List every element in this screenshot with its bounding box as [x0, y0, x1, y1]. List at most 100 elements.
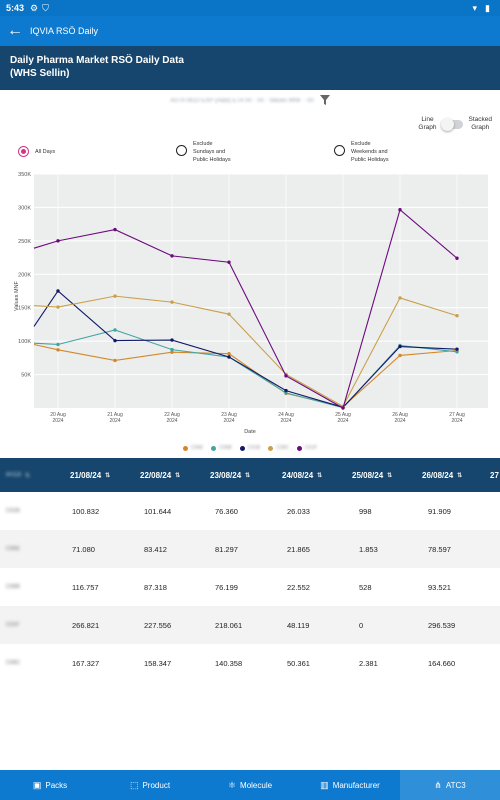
table-cell: 1.853 [359, 544, 378, 554]
filter-icon[interactable] [319, 95, 330, 107]
sort-icon: ⇅ [245, 472, 251, 479]
table-cell: 100.832 [72, 506, 100, 516]
legend-item[interactable]: C09C [268, 445, 289, 451]
table-row[interactable]: C06B 116.757 87.318 76.199 22.552 528 93… [0, 568, 500, 606]
data-point [227, 355, 231, 359]
data-point [170, 300, 174, 304]
packs-icon: ▣ [32, 779, 42, 790]
nav-atc3[interactable]: ⋔ ATC3 [400, 770, 500, 800]
table-row[interactable]: C09C 167.327 158.347 140.358 50.361 2.38… [0, 644, 500, 682]
x-axis-title: Date [244, 429, 256, 435]
data-point [56, 305, 60, 309]
table-cell: 528 [359, 582, 372, 592]
table-header-atc3[interactable]: ATC3 ⇅ [6, 472, 30, 479]
table-cell: 22.552 [287, 582, 310, 592]
atc-tree-icon: ⋔ [434, 779, 442, 790]
data-point [398, 208, 402, 212]
data-point [284, 388, 288, 393]
x-tick-label: 27 Aug [449, 412, 465, 418]
x-tick-label: 26 Aug [392, 412, 408, 418]
table-header-date[interactable]: 23/08/24 ⇅ [210, 470, 251, 480]
filter-summary: A07A 0610 EXP (A&B) ETA 00 · 00 · Values… [170, 98, 314, 104]
x-tick-label: 24 Aug [278, 412, 294, 418]
table-cell: 87.318 [144, 582, 167, 592]
table-row[interactable]: C01B 100.832 101.644 76.360 26.033 998 9… [0, 492, 500, 530]
legend-item[interactable]: C01F [297, 445, 317, 451]
table-cell: 266.821 [72, 620, 100, 630]
radio-exclude-weekends[interactable]: Exclude Weekends and Public Holidays [334, 140, 389, 164]
data-point [170, 350, 174, 354]
table-header-date[interactable]: 25/08/24 ⇅ [352, 470, 393, 480]
nav-product[interactable]: ⬚ Product [129, 779, 171, 790]
data-point [113, 294, 117, 298]
table-cell: 101.644 [144, 506, 172, 516]
legend-label: C01F [305, 445, 318, 451]
y-tick-label: 200K [18, 272, 31, 278]
table-cell: 998 [359, 506, 372, 516]
table-header-date[interactable]: 24/08/24 ⇅ [282, 470, 323, 480]
data-point [170, 347, 174, 352]
radio-exclude-sundays[interactable]: Exclude Sundays and Public Holidays [176, 140, 231, 164]
table-cell: 71.080 [72, 544, 95, 554]
table-body: C01B 100.832 101.644 76.360 26.033 998 9… [0, 492, 500, 740]
x-tick-label: 20 Aug [50, 412, 66, 418]
table-header-date[interactable]: 21/08/24 ⇅ [70, 470, 111, 480]
building-icon: ▥ [320, 779, 329, 790]
legend-label: C06B [219, 445, 232, 451]
nav-packs[interactable]: ▣ Packs [32, 779, 68, 790]
nav-molecule[interactable]: ⚛ Molecule [227, 779, 273, 790]
table-cell: 26.033 [287, 506, 310, 516]
sort-icon: ⇅ [24, 472, 30, 479]
sort-icon: ⇅ [175, 472, 181, 479]
table-cell: 0 [359, 620, 364, 630]
table-cell: 78.597 [428, 544, 451, 554]
legend-item[interactable]: C06E [182, 445, 203, 451]
data-point [227, 312, 231, 316]
legend-swatch [297, 445, 303, 451]
data-point [56, 348, 60, 352]
x-tick-label: 2024 [166, 418, 177, 424]
molecule-icon: ⚛ [227, 779, 237, 790]
x-tick-label: 21 Aug [107, 412, 123, 418]
nav-manufacturer[interactable]: ▥ Manufacturer [320, 779, 380, 790]
data-point [113, 328, 117, 332]
table-header-date[interactable]: 27 [490, 470, 499, 480]
table-cell: 227.556 [144, 620, 172, 630]
x-tick-label: 2024 [337, 418, 348, 424]
table-cell: 50.361 [287, 658, 310, 668]
table-row[interactable]: C06E 71.080 83.412 81.297 21.865 1.853 7… [0, 530, 500, 568]
legend-swatch [211, 445, 217, 451]
data-point [56, 239, 60, 243]
table-cell: 140.358 [215, 658, 243, 668]
row-label: C06E [6, 546, 20, 552]
data-point [227, 260, 231, 264]
arrow-left-icon[interactable]: ← [7, 22, 23, 39]
table-row[interactable]: C01F 266.821 227.556 218.061 48.119 0 29… [0, 606, 500, 644]
x-tick-label: 2024 [394, 418, 405, 424]
table-cell: 76.199 [215, 582, 238, 592]
row-label: C09C [6, 660, 21, 666]
data-point [455, 314, 459, 318]
legend-swatch [268, 445, 274, 451]
row-label: C06B [6, 584, 20, 590]
legend-item[interactable]: C01B [239, 445, 260, 451]
data-point [284, 391, 288, 395]
table-header-date[interactable]: 26/08/24 ⇅ [422, 470, 463, 480]
y-tick-label: 300K [18, 205, 31, 211]
line-chart: 50K 100K 150K 200K 250K 300K 350K 20 Aug 2024 21 … [0, 168, 500, 458]
graph-toggle-switch[interactable] [440, 117, 463, 131]
row-label: C01B [6, 508, 20, 514]
sort-icon: ⇅ [317, 472, 323, 479]
y-axis-title: Values MNF [14, 280, 20, 310]
chart-legend: C06E C06B C01B C09C C01F [0, 443, 500, 453]
table-cell: 167.327 [72, 658, 100, 668]
radio-all-days[interactable]: All Days [18, 146, 55, 157]
y-tick-label: 100K [18, 339, 31, 345]
radio-circle [334, 145, 345, 156]
battery-icon: ▮ [485, 2, 490, 13]
legend-swatch [239, 445, 245, 451]
table-header-date[interactable]: 22/08/24 ⇅ [140, 470, 181, 480]
legend-item[interactable]: C06B [211, 445, 232, 451]
data-point [227, 351, 231, 356]
